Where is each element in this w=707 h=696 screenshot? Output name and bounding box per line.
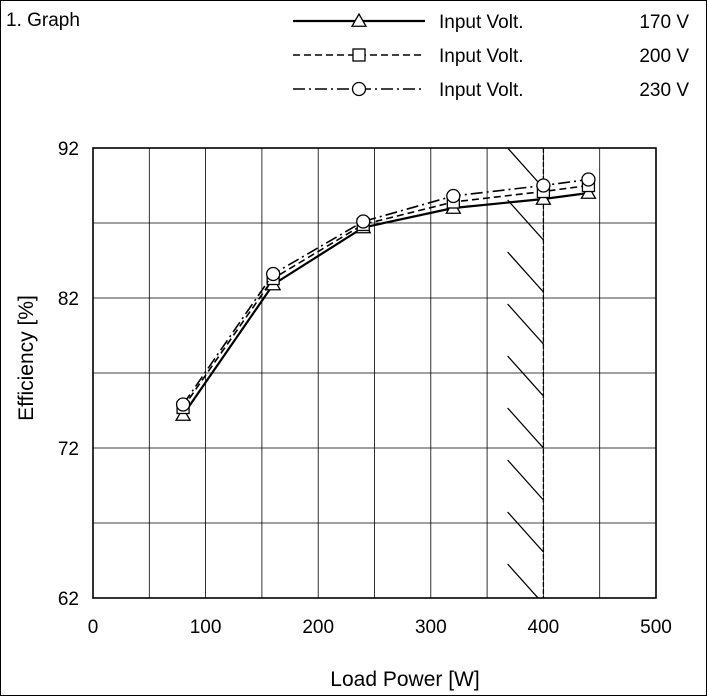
x-axis-label: Load Power [W] xyxy=(330,668,479,691)
data-point-circle xyxy=(175,397,191,412)
x-tick-label: 300 xyxy=(415,617,447,638)
legend-voltage: 170 V xyxy=(639,12,689,33)
series-line-170v xyxy=(182,191,589,416)
data-point-circle xyxy=(536,178,551,193)
tick-labels: 0 100 200 300 400 500 62 72 82 92 xyxy=(58,139,672,638)
series-group xyxy=(174,172,597,421)
data-point-circle xyxy=(266,266,281,282)
x-tick-label: 500 xyxy=(640,617,672,638)
x-tick-label: 200 xyxy=(302,617,334,638)
y-tick-label: 62 xyxy=(58,589,79,610)
legend-label: Input Volt. xyxy=(439,46,524,67)
grid-lines xyxy=(92,147,657,599)
series-line-230v xyxy=(182,178,589,405)
hatch-stroke xyxy=(507,199,544,241)
series-line-200v xyxy=(182,184,589,408)
y-tick-label: 92 xyxy=(58,139,79,160)
hatch-stroke xyxy=(507,511,544,553)
legend-voltage: 230 V xyxy=(639,80,689,101)
x-tick-label: 0 xyxy=(88,617,99,638)
legend-marker-square xyxy=(352,48,366,62)
y-tick-label: 82 xyxy=(58,289,79,310)
data-point-circle xyxy=(581,172,596,187)
x-tick-label: 400 xyxy=(528,617,560,638)
legend-marker-triangle xyxy=(350,12,368,27)
hatch-stroke xyxy=(507,355,544,397)
legend-label: Input Volt. xyxy=(439,80,524,101)
y-axis-label: Efficiency [%] xyxy=(15,295,38,421)
hatched-region xyxy=(507,148,545,598)
y-tick-label: 72 xyxy=(58,439,79,460)
hatch-stroke xyxy=(507,303,544,345)
legend: Input Volt. 170 V Input Volt. 200 V Input Vo… xyxy=(293,12,689,101)
x-tick-label: 100 xyxy=(190,617,222,638)
legend-marker-circle xyxy=(351,81,367,97)
hatch-stroke xyxy=(507,251,544,293)
legend-label: Input Volt. xyxy=(439,12,524,33)
legend-voltage: 200 V xyxy=(639,46,689,67)
hatch-stroke xyxy=(507,563,539,598)
hatch-stroke xyxy=(507,407,544,449)
hatch-stroke xyxy=(507,459,544,501)
plot-border xyxy=(92,147,657,599)
data-point-circle xyxy=(356,214,371,229)
chart-caption: 1. Graph xyxy=(6,10,80,31)
data-point-circle xyxy=(446,188,461,204)
hatch-stroke xyxy=(507,148,544,189)
